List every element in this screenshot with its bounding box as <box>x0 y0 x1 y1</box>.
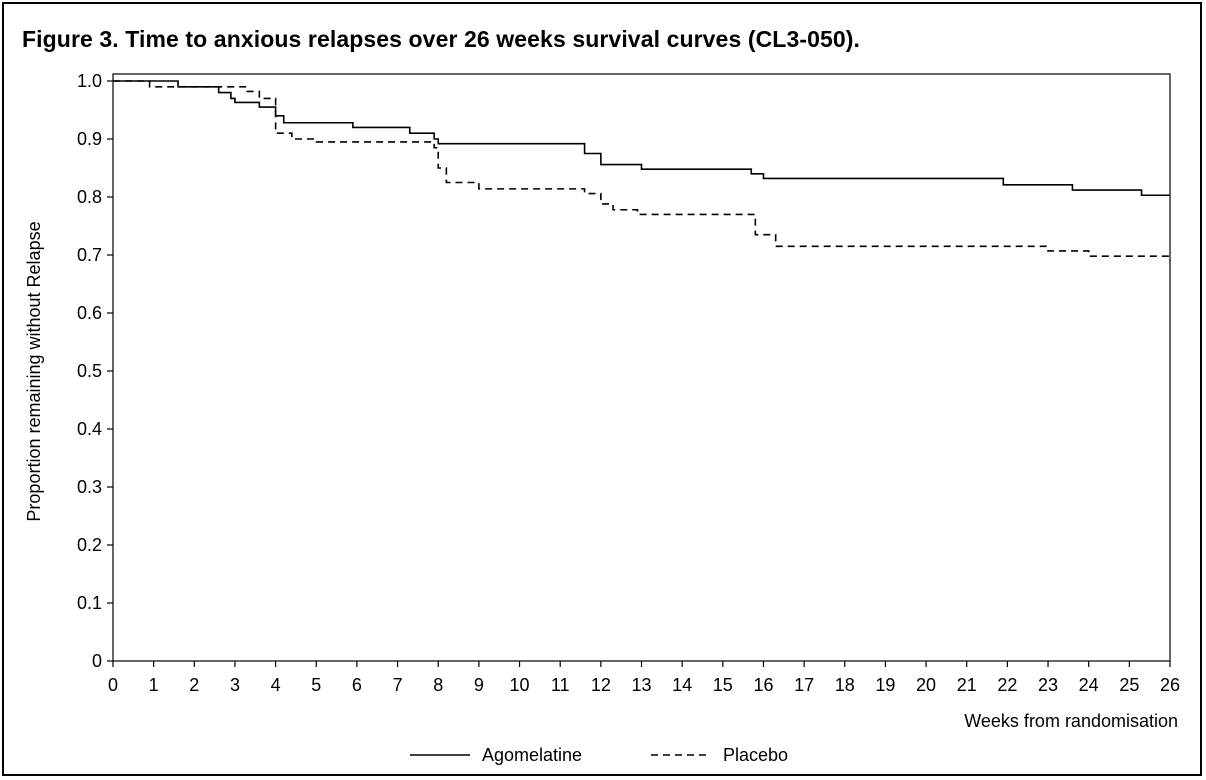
series-line-agomelatine <box>113 80 1170 197</box>
x-tick-label: 14 <box>672 675 692 695</box>
y-tick-label: 1.0 <box>77 71 102 91</box>
x-tick-label: 23 <box>1038 675 1058 695</box>
x-tick-label: 16 <box>753 675 773 695</box>
legend-label-placebo: Placebo <box>723 745 788 765</box>
x-tick-label: 0 <box>108 675 118 695</box>
legend-label-agomelatine: Agomelatine <box>482 745 582 765</box>
x-tick-label: 25 <box>1119 675 1139 695</box>
x-axis-title: Weeks from randomisation <box>964 711 1178 731</box>
y-tick-label: 0.4 <box>77 419 102 439</box>
x-tick-label: 22 <box>997 675 1017 695</box>
y-tick-label: 0.7 <box>77 245 102 265</box>
plot-axes <box>112 73 1171 662</box>
y-tick-label: 0.9 <box>77 129 102 149</box>
y-tick-label: 0.1 <box>77 593 102 613</box>
x-tick-label: 9 <box>474 675 484 695</box>
x-tick-label: 5 <box>311 675 321 695</box>
x-tick-label: 17 <box>794 675 814 695</box>
survival-curves <box>113 80 1171 261</box>
x-tick-label: 20 <box>916 675 936 695</box>
x-tick-label: 13 <box>631 675 651 695</box>
x-tick-label: 24 <box>1079 675 1099 695</box>
x-tick-label: 26 <box>1160 675 1180 695</box>
x-tick-label: 3 <box>230 675 240 695</box>
x-tick-label: 21 <box>957 675 977 695</box>
y-tick-label: 0.5 <box>77 361 102 381</box>
y-axis-title: Proportion remaining without Relapse <box>24 221 44 521</box>
x-tick-label: 18 <box>835 675 855 695</box>
x-tick-label: 6 <box>352 675 362 695</box>
y-tick-label: 0.6 <box>77 303 102 323</box>
x-tick-label: 2 <box>189 675 199 695</box>
x-tick-label: 12 <box>591 675 611 695</box>
x-tick-label: 15 <box>713 675 733 695</box>
y-tick-label: 0 <box>92 651 102 671</box>
plot-border <box>112 73 1171 662</box>
x-tick-label: 19 <box>875 675 895 695</box>
x-tick-label: 11 <box>551 675 570 695</box>
chart-title: Figure 3. Time to anxious relapses over … <box>22 26 861 52</box>
y-tick-label: 0.8 <box>77 187 102 207</box>
y-tick-label: 0.2 <box>77 535 102 555</box>
series-line-placebo <box>113 80 1171 261</box>
legend: Agomelatine Placebo <box>410 745 788 765</box>
x-tick-label: 4 <box>271 675 281 695</box>
y-tick-label: 0.3 <box>77 477 102 497</box>
x-tick-label: 7 <box>393 675 403 695</box>
axis-ticks: 0 1 2 3 4 5 6 7 8 9 10 11 12 13 14 15 16 17 18 19 20 21 22 23 24… <box>77 71 1180 695</box>
x-tick-label: 1 <box>149 675 159 695</box>
x-tick-label: 10 <box>510 675 530 695</box>
x-tick-label: 8 <box>433 675 443 695</box>
